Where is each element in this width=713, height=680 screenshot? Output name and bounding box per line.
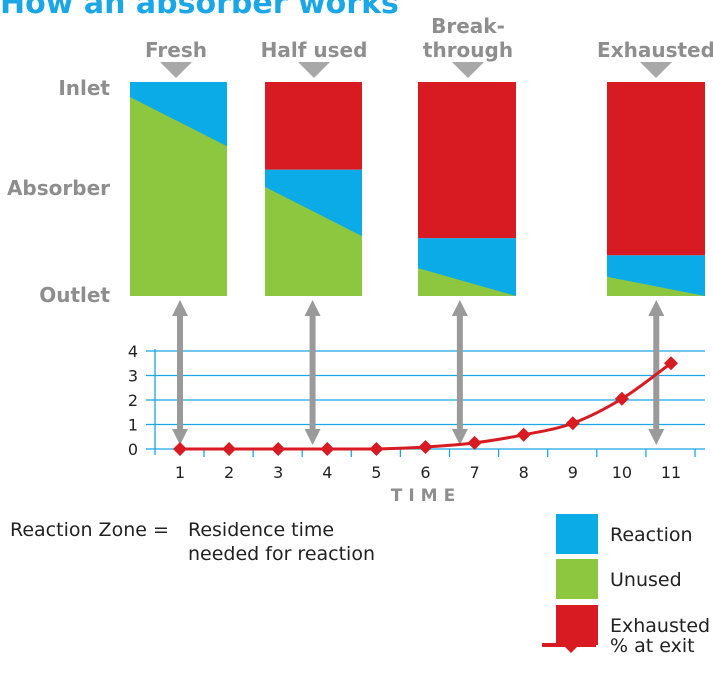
- legend-line-swatch: [542, 637, 596, 653]
- data-point-marker: [565, 416, 580, 431]
- legend-label-percent-at-exit: % at exit: [610, 635, 695, 657]
- column-exhausted-zone: [607, 82, 705, 256]
- data-point-marker: [614, 391, 629, 406]
- x-tick-label: 5: [371, 463, 381, 482]
- row-label-absorber: Absorber: [6, 176, 110, 200]
- x-tick-label: 8: [519, 463, 529, 482]
- caption-residence-time-line1: Residence time: [188, 519, 335, 541]
- legend-label-reaction: Reaction: [610, 524, 693, 546]
- y-tick-label: 2: [128, 391, 138, 410]
- data-point-marker: [271, 442, 286, 456]
- time-link-arrow-head-top: [172, 300, 188, 316]
- time-link-arrow-head-bottom: [451, 429, 468, 445]
- time-link-arrow-head-bottom: [172, 429, 188, 445]
- column-unused-zone: [607, 276, 705, 296]
- data-point-marker: [418, 440, 433, 455]
- data-point-marker: [467, 435, 482, 450]
- data-point-marker: [516, 427, 531, 442]
- x-tick-label: 10: [612, 463, 632, 482]
- legend-label-exhausted: Exhausted: [610, 615, 711, 637]
- time-link-arrow-head-bottom: [648, 429, 665, 445]
- time-link-arrow-head-bottom: [304, 429, 321, 445]
- stage-label-half-used: Half used: [260, 38, 368, 62]
- column-unused-zone: [130, 96, 227, 296]
- stage-pointer-triangle: [160, 62, 192, 78]
- y-tick-label: 3: [128, 367, 138, 386]
- stage-label-fresh: Fresh: [145, 38, 207, 62]
- x-tick-label: 2: [224, 463, 234, 482]
- data-point-marker: [369, 442, 384, 456]
- y-tick-label: 0: [128, 440, 138, 459]
- time-link-arrow-head-top: [304, 300, 321, 316]
- y-tick-label: 1: [128, 416, 138, 435]
- caption-residence-time-line2: needed for reaction: [188, 543, 376, 565]
- stage-pointer-triangle: [452, 62, 484, 78]
- x-axis-title: TIME: [391, 486, 461, 506]
- y-tick-label: 4: [128, 342, 138, 361]
- legend-label-unused: Unused: [610, 569, 682, 591]
- column-exhausted-zone: [418, 82, 516, 239]
- x-tick-label: 3: [273, 463, 283, 482]
- column-unused-zone: [265, 186, 362, 296]
- legend-swatch-unused: [556, 559, 598, 599]
- legend-swatch-reaction: [556, 514, 598, 554]
- column-exhausted-zone: [265, 82, 362, 170]
- x-tick-label: 9: [568, 463, 578, 482]
- time-link-arrow-head-top: [648, 300, 665, 316]
- row-label-outlet: Outlet: [39, 283, 110, 307]
- data-point-marker: [173, 442, 187, 456]
- legend-swatch-exhausted: [556, 605, 598, 645]
- x-tick-label: 7: [470, 463, 480, 482]
- x-tick-label: 11: [661, 463, 681, 482]
- stage-label-breakthrough: Break- through: [422, 14, 514, 62]
- column-unused-zone: [418, 268, 516, 296]
- x-tick-label: 4: [322, 463, 332, 482]
- data-point-marker: [664, 356, 678, 371]
- row-label-inlet: Inlet: [58, 76, 110, 100]
- stage-pointer-triangle: [640, 62, 672, 78]
- caption-reaction-zone-label: Reaction Zone =: [10, 519, 169, 541]
- x-tick-label: 1: [175, 463, 185, 482]
- x-tick-label: 6: [420, 463, 430, 482]
- diagram-title: How an absorber works: [0, 0, 399, 21]
- data-point-marker: [222, 442, 237, 456]
- data-point-marker: [320, 442, 335, 456]
- stage-label-exhausted: Exhausted: [597, 38, 713, 62]
- stage-pointer-triangle: [298, 62, 330, 78]
- time-link-arrow-head-top: [451, 300, 468, 316]
